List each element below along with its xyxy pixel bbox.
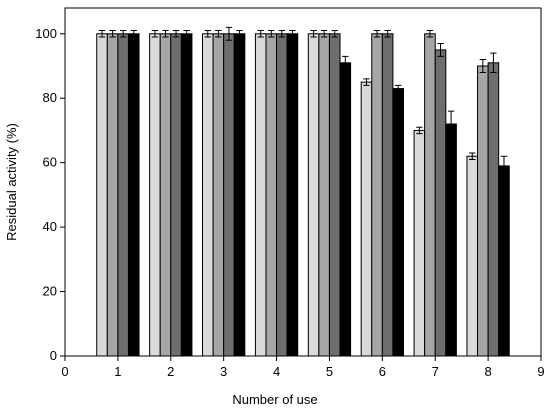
error-bar <box>278 30 286 38</box>
bar <box>170 33 182 357</box>
x-tick-label: 4 <box>273 364 280 379</box>
error-bar <box>204 30 211 38</box>
error-bar <box>215 30 222 38</box>
error-bar <box>479 59 486 73</box>
bar <box>381 33 394 357</box>
bar <box>339 62 352 357</box>
error-bar <box>320 30 328 38</box>
x-axis-label: Number of use <box>232 392 317 407</box>
error-bar <box>257 30 264 38</box>
x-tick-label: 1 <box>114 364 121 379</box>
bar <box>233 33 246 357</box>
bar <box>276 33 288 357</box>
y-tick-label: 0 <box>50 348 57 363</box>
error-bar <box>236 30 243 38</box>
bar <box>445 123 457 357</box>
error-bar <box>363 78 370 86</box>
bar <box>392 88 404 357</box>
bar <box>318 33 330 357</box>
bar <box>106 33 119 357</box>
error-bar <box>268 30 275 38</box>
bar <box>328 33 341 357</box>
x-tick-label: 3 <box>220 364 227 379</box>
bar <box>127 33 140 357</box>
error-bar <box>447 110 455 138</box>
error-bar <box>98 30 106 38</box>
y-axis-label: Residual activity (%) <box>4 123 19 241</box>
bar <box>96 33 108 357</box>
y-tick-label: 60 <box>43 155 57 170</box>
bar <box>413 129 426 357</box>
error-bar <box>490 52 497 73</box>
x-tick-label: 0 <box>61 364 68 379</box>
bar <box>424 33 436 357</box>
error-bar <box>426 30 434 38</box>
x-tick-label: 8 <box>484 364 491 379</box>
y-tick-label: 100 <box>35 26 57 41</box>
error-bar <box>500 155 508 177</box>
error-bar <box>289 30 296 38</box>
error-bar <box>109 30 116 38</box>
bar <box>307 33 320 357</box>
bar <box>223 33 235 357</box>
y-tick-label: 80 <box>43 90 57 105</box>
bar <box>159 33 172 357</box>
error-bar <box>469 152 476 160</box>
bar <box>477 65 489 357</box>
x-tick-label: 5 <box>326 364 333 379</box>
error-bar <box>331 30 338 38</box>
x-tick-label: 7 <box>432 364 439 379</box>
bar <box>212 33 225 357</box>
error-bar <box>162 30 169 38</box>
bar <box>286 33 299 357</box>
plot-frame <box>64 7 542 357</box>
bar <box>265 33 278 357</box>
bar <box>254 33 267 357</box>
error-bar <box>183 30 190 38</box>
bar <box>487 62 500 357</box>
error-bar <box>225 26 233 41</box>
error-bar <box>151 30 159 38</box>
bar <box>371 33 383 357</box>
error-bar <box>384 30 391 38</box>
error-bar <box>342 55 349 70</box>
error-bar <box>373 30 381 38</box>
error-bar <box>130 30 137 38</box>
x-tick-label: 6 <box>379 364 386 379</box>
bar <box>149 33 161 357</box>
bar <box>498 165 510 357</box>
error-bar <box>416 126 423 135</box>
x-tick-label: 2 <box>167 364 174 379</box>
error-bar <box>172 30 180 38</box>
y-tick-label: 40 <box>43 219 57 234</box>
y-tick-label: 20 <box>43 284 57 299</box>
bar <box>434 49 447 357</box>
bar <box>180 33 193 357</box>
error-bar <box>310 30 317 38</box>
bar <box>360 81 373 357</box>
bar <box>466 155 479 357</box>
error-bar <box>395 84 402 93</box>
bar <box>117 33 129 357</box>
bar <box>202 33 214 357</box>
x-tick-label: 9 <box>537 364 544 379</box>
error-bar <box>120 30 127 38</box>
error-bar <box>437 42 444 57</box>
